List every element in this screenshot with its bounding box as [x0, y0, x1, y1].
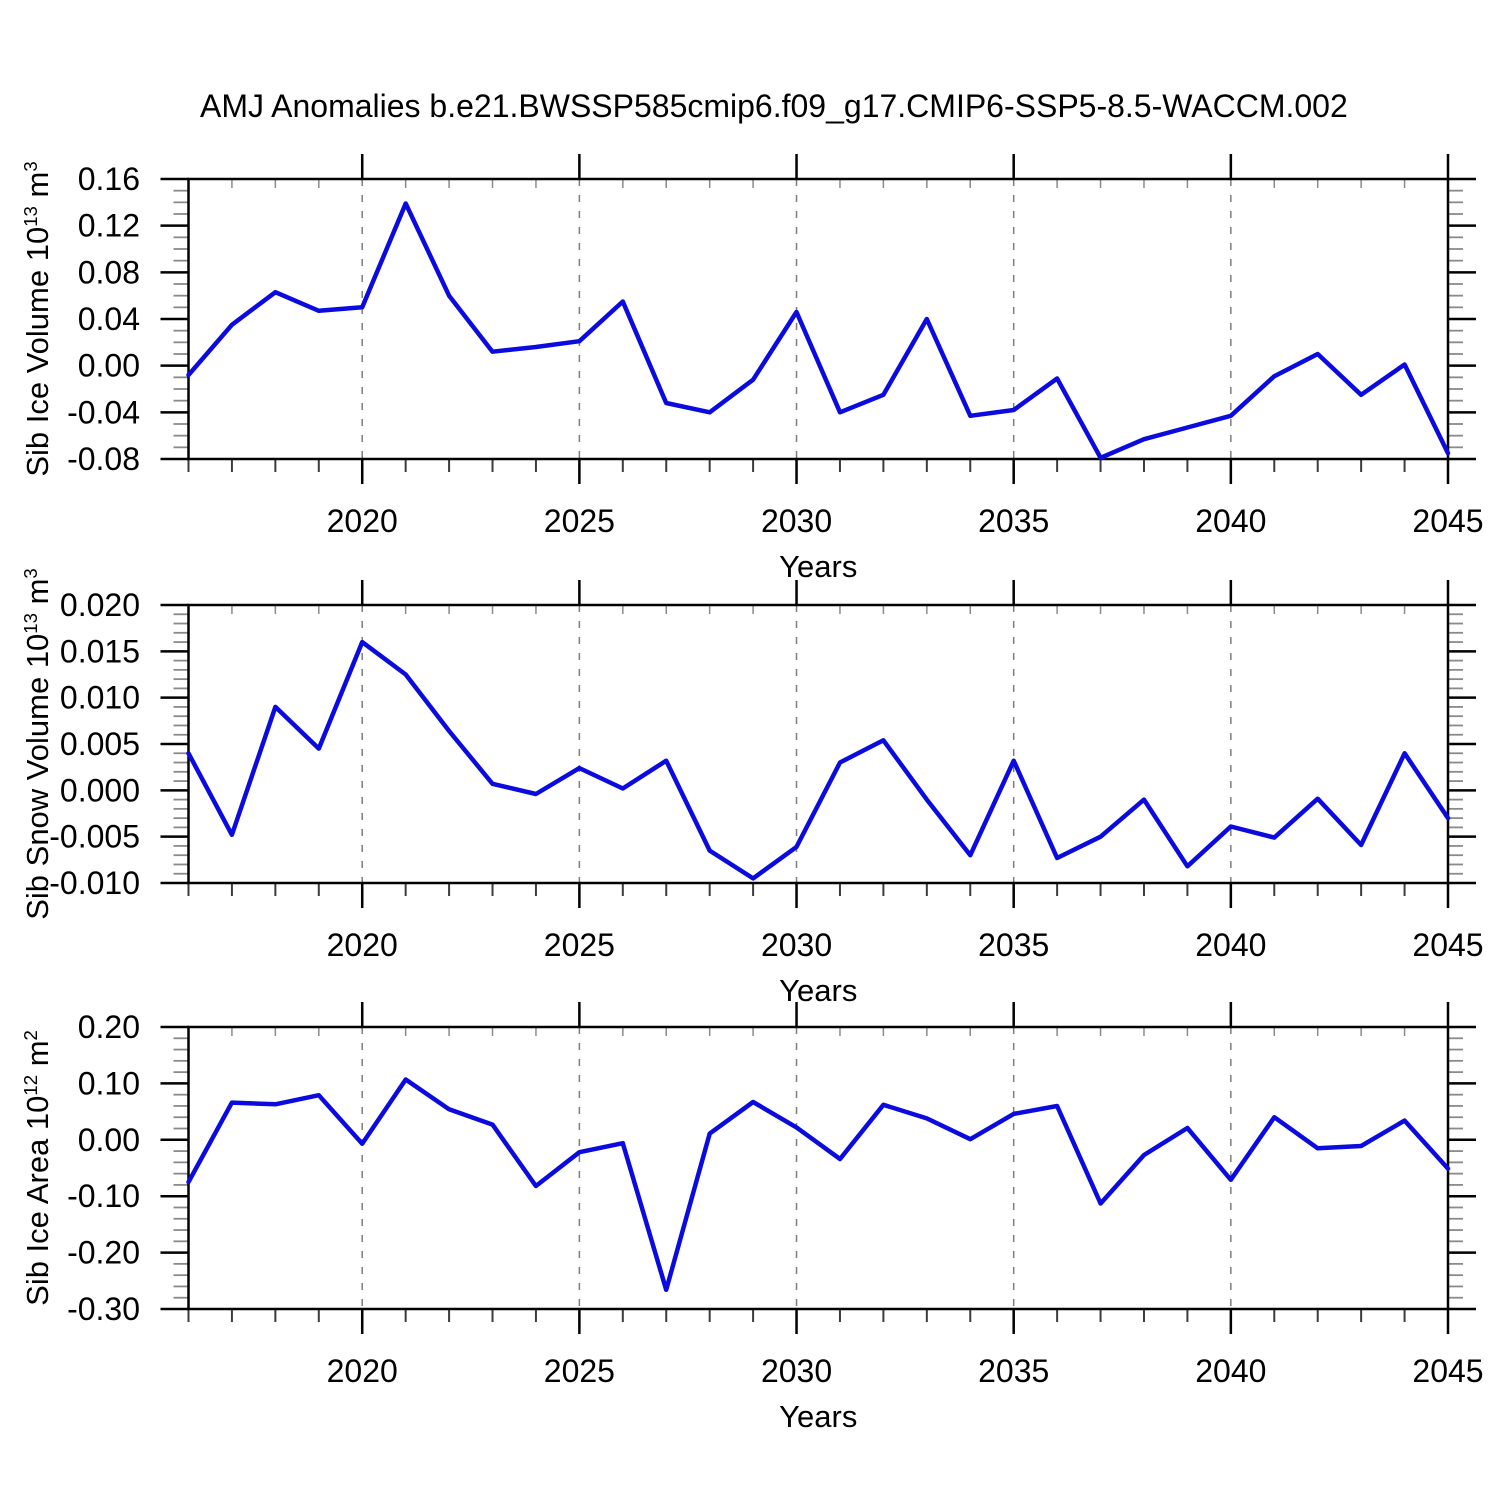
y-axis-title-superscript: 13: [19, 206, 41, 227]
data-series-line: [186, 1077, 1451, 1293]
x-axis-title-panel-3: Years: [779, 1399, 858, 1434]
y-tick-label: -0.010: [49, 865, 140, 901]
plot-frame: [187, 1025, 1450, 1311]
y-axis-title-superscript: 12: [19, 1074, 41, 1096]
x-tick-label: 2035: [978, 503, 1049, 539]
x-axis-title-panel-2: Years: [779, 973, 858, 1008]
y-tick-label: 0.08: [78, 254, 140, 290]
x-tick-label: 2020: [327, 1353, 398, 1389]
y-tick-label: 0.005: [60, 726, 140, 762]
y-axis-title-ice-area: Sib Ice Area 1012 m2: [20, 1030, 56, 1306]
x-tick-label: 2040: [1195, 503, 1266, 539]
y-tick-label: -0.20: [67, 1235, 140, 1271]
y-axis-title-ice-volume: Sib Ice Volume 1013 m3: [20, 161, 56, 476]
y-tick-label: 0.04: [78, 301, 140, 337]
y-axis-title-text: m: [20, 1040, 56, 1075]
x-axis-title-panel-1: Years: [779, 549, 858, 584]
y-tick-label: 0.20: [78, 1009, 140, 1045]
y-axis-title-text: m: [20, 578, 56, 614]
x-tick-label: 2020: [327, 503, 398, 539]
y-axis-title-snow-volume: Sib Snow Volume 1013 m3: [20, 568, 56, 920]
x-tick-label: 2045: [1412, 503, 1483, 539]
y-axis-title-text: Sib Ice Area 10: [20, 1095, 56, 1306]
y-axis-title-superscript: 13: [19, 613, 41, 634]
y-tick-label: -0.30: [67, 1291, 140, 1327]
x-tick-label: 2045: [1412, 927, 1483, 963]
y-axis-title-text: m: [20, 171, 56, 207]
y-axis-title-text: Sib Snow Volume 10: [20, 633, 56, 920]
x-tick-label: 2030: [761, 1353, 832, 1389]
x-tick-label: 2025: [544, 1353, 615, 1389]
y-tick-label: 0.12: [78, 208, 140, 244]
y-tick-label: 0.00: [78, 1122, 140, 1158]
y-tick-label: 0.010: [60, 680, 140, 716]
y-tick-label: 0.000: [60, 772, 140, 808]
x-tick-label: 2040: [1195, 927, 1266, 963]
y-axis-title-superscript: 2: [19, 1030, 41, 1041]
x-tick-label: 2045: [1412, 1353, 1483, 1389]
x-tick-label: 2035: [978, 927, 1049, 963]
data-series-line: [186, 201, 1451, 461]
y-tick-label: 0.00: [78, 348, 140, 384]
x-tick-label: 2025: [544, 927, 615, 963]
x-tick-label: 2020: [327, 927, 398, 963]
y-tick-label: 0.10: [78, 1065, 140, 1101]
y-tick-label: -0.005: [49, 819, 140, 855]
x-tick-label: 2030: [761, 503, 832, 539]
plot-frame: [187, 603, 1450, 885]
y-tick-label: -0.10: [67, 1178, 140, 1214]
data-series-line: [186, 639, 1451, 881]
x-tick-label: 2040: [1195, 1353, 1266, 1389]
y-tick-label: -0.08: [67, 441, 140, 477]
y-tick-label: -0.04: [67, 394, 140, 430]
y-axis-title-superscript: 3: [19, 161, 41, 172]
y-tick-label: 0.020: [60, 587, 140, 623]
y-tick-label: 0.16: [78, 161, 140, 197]
x-tick-label: 2035: [978, 1353, 1049, 1389]
x-tick-label: 2025: [544, 503, 615, 539]
x-tick-label: 2030: [761, 927, 832, 963]
chart-title: AMJ Anomalies b.e21.BWSSP585cmip6.f09_g1…: [200, 88, 1348, 124]
plot-frame: [187, 177, 1450, 461]
y-axis-title-text: Sib Ice Volume 10: [20, 226, 56, 477]
y-axis-title-superscript: 3: [19, 568, 41, 579]
y-tick-label: 0.015: [60, 633, 140, 669]
